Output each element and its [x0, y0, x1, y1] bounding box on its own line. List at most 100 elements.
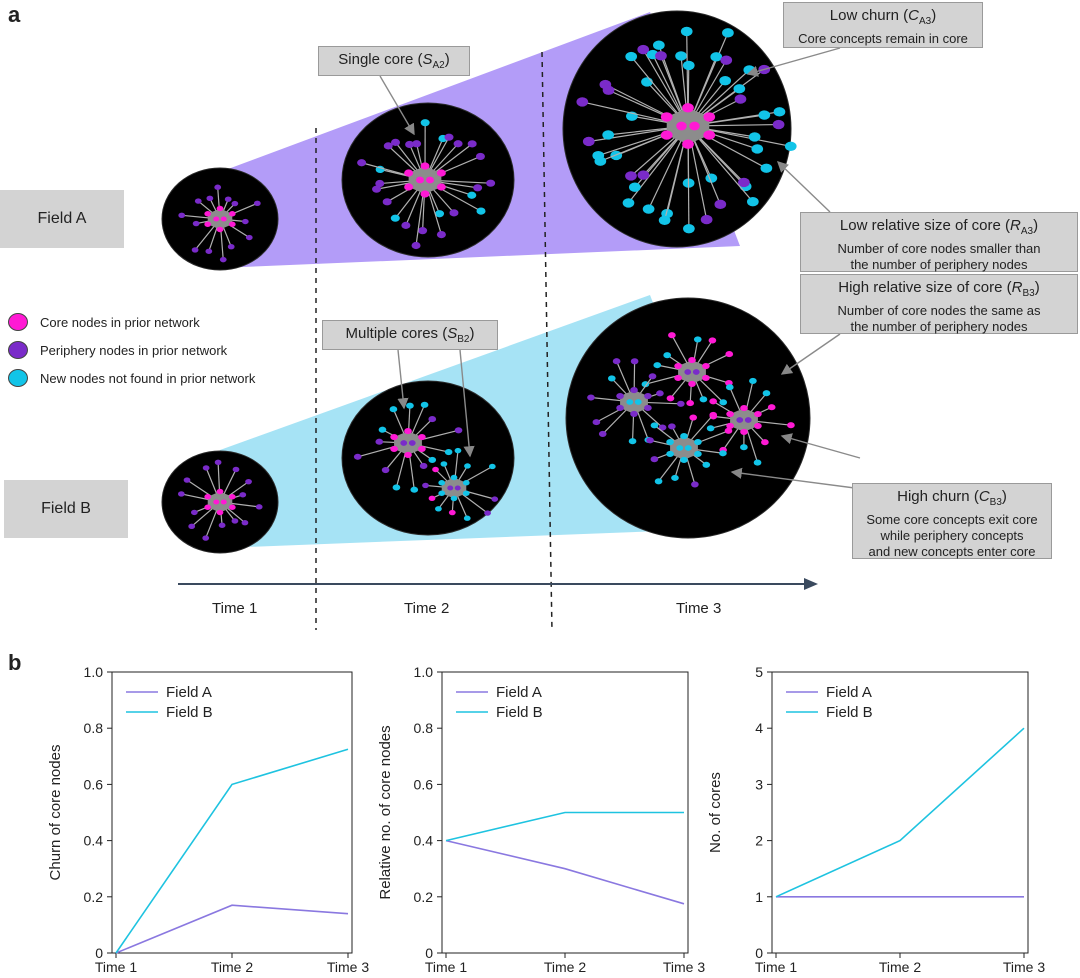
core-node [400, 440, 408, 446]
core-node [436, 183, 446, 191]
network-node [650, 456, 659, 463]
multiple-cores-arrow-2 [459, 349, 475, 458]
callout-high-churn-title: High churn (CB3) [897, 488, 1007, 508]
core-node [754, 410, 762, 418]
chart-1: 0 0.2 0.4 0.6 0.8 1.0 Time 1 Time 2 Time 3 Churn … [47, 664, 369, 975]
network-node [648, 373, 657, 380]
core-cluster-body [207, 208, 233, 230]
plot-frame [771, 671, 1029, 954]
network-node [491, 496, 499, 502]
callout-multiple-cores-title: Multiple cores (SB2) [345, 325, 475, 345]
series-line-field-b [775, 727, 1025, 898]
high-churn-arrow-2 [730, 467, 871, 491]
core-node [408, 440, 416, 446]
network-node [594, 156, 607, 166]
network-node [255, 504, 263, 510]
network-node [693, 336, 702, 343]
core-node [674, 374, 682, 382]
network-node [486, 179, 496, 187]
network-node [422, 482, 429, 489]
y-tick-label: 0 [755, 945, 763, 961]
network-node [602, 130, 615, 140]
high-churn-arrow-1 [780, 433, 861, 459]
network-node [420, 401, 429, 408]
network-node [668, 332, 676, 339]
network-node [378, 426, 387, 433]
network-diagram [161, 10, 871, 630]
legend-label: Field A [496, 684, 542, 701]
y-tick-label: 3 [755, 776, 763, 792]
core-node [726, 410, 734, 418]
core-node [450, 495, 458, 502]
network-node [691, 481, 699, 488]
network-node [177, 491, 185, 497]
network-node [473, 184, 483, 192]
network-node [637, 170, 650, 180]
network-node [671, 474, 679, 481]
network-node [602, 85, 615, 95]
network-node [178, 212, 186, 219]
time-label-3: Time 3 [676, 600, 722, 617]
new-node-swatch [8, 369, 28, 387]
legend-item-new: New nodes not found in prior network [8, 364, 255, 392]
x-tick-label: Time 1 [755, 959, 797, 975]
core-node [754, 422, 762, 430]
x-tick-label: Time 2 [544, 959, 586, 975]
callout-low-relative-desc-1: Number of core nodes smaller than [837, 241, 1041, 256]
network-node [205, 248, 213, 254]
network-node [467, 191, 477, 199]
network-node [772, 119, 785, 130]
network-node [758, 110, 771, 120]
network-node [587, 394, 595, 401]
node-legend: Core nodes in prior network Periphery no… [8, 308, 255, 392]
network-node [435, 506, 442, 512]
y-axis-label: Relative no. of core nodes [377, 725, 394, 899]
network-node [464, 463, 471, 469]
network-node [676, 400, 685, 407]
network-node [454, 447, 462, 454]
core-node [220, 216, 227, 222]
callout-high-churn-desc-1: Some core concepts exit core [866, 512, 1038, 527]
network-node [436, 231, 446, 239]
network-node [767, 404, 776, 411]
network-node [787, 422, 795, 429]
network-node [391, 138, 401, 146]
multiple-cores-arrow-1 [397, 349, 409, 410]
core-node [694, 438, 702, 446]
core-node [702, 362, 710, 370]
core-node [228, 211, 236, 217]
core-node [390, 445, 398, 453]
y-tick-label: 5 [755, 664, 763, 680]
network-node [219, 256, 227, 263]
network-node [231, 200, 239, 207]
network-node [773, 107, 786, 117]
core-node [703, 130, 716, 140]
core-node [404, 183, 414, 191]
core-node [684, 369, 692, 375]
core-node [692, 369, 700, 375]
legend-label: Field A [826, 684, 872, 701]
legend-label-periphery: Periphery nodes in prior network [40, 342, 228, 358]
y-tick-label: 0.4 [414, 833, 434, 849]
network-node [214, 459, 222, 465]
network-node [484, 510, 491, 516]
core-node [630, 410, 638, 417]
network-node [719, 399, 728, 406]
network-node [390, 214, 400, 222]
core-node [404, 451, 412, 458]
core-node [674, 362, 682, 370]
core-node [644, 404, 652, 412]
network-node [622, 198, 635, 208]
callout-single-core-title: Single core (SA2) [338, 51, 450, 71]
legend-item-periphery: Periphery nodes in prior network [8, 336, 255, 364]
network-node [751, 144, 764, 154]
network-node [401, 221, 411, 229]
legend-label: Field B [166, 704, 213, 721]
network-node [412, 140, 422, 148]
network-node [656, 390, 664, 397]
network-node [448, 509, 456, 516]
core-node [740, 405, 748, 412]
network-node [592, 419, 601, 426]
network-node [628, 182, 641, 192]
low-relative-arrow [776, 161, 831, 213]
